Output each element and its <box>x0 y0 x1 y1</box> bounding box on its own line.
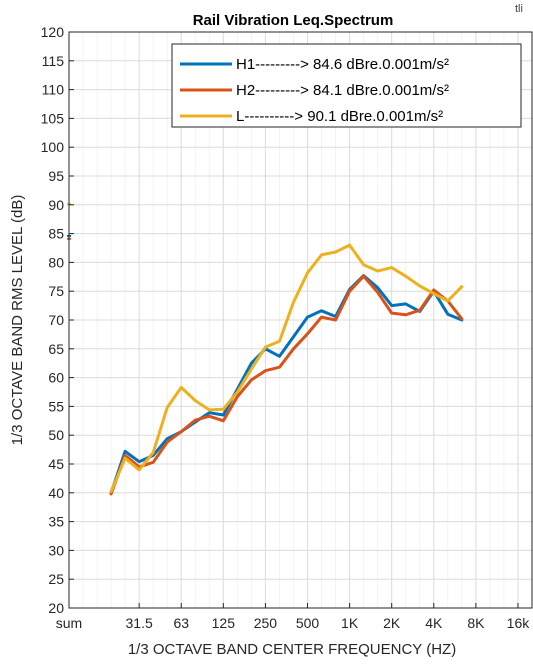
y-tick-label: 30 <box>48 542 64 558</box>
y-tick-label: 75 <box>48 283 64 299</box>
y-tick-label: 85 <box>48 226 64 242</box>
x-tick-label: 250 <box>254 615 278 631</box>
y-tick-label: 40 <box>48 485 64 501</box>
x-axis-ticks: sum 31.5 63 125 250 500 1K 2K 4K 8K 16k <box>56 603 530 631</box>
x-tick-label: 16k <box>507 615 531 631</box>
y-tick-label: 25 <box>48 571 64 587</box>
chart-title: Rail Vibration Leq.Spectrum <box>193 12 394 29</box>
legend-label-1: H1---------> 84.6 dBre.0.001m/s² <box>236 56 449 73</box>
legend-label-2: H2---------> 84.1 dBre.0.001m/s² <box>236 82 449 99</box>
y-tick-label: 105 <box>41 110 65 126</box>
corner-label: tli <box>515 3 523 15</box>
y-tick-label: 80 <box>48 254 64 270</box>
legend: H1---------> 84.6 dBre.0.001m/s² H2------… <box>171 43 522 128</box>
y-tick-label: 115 <box>42 53 65 69</box>
y-tick-label: 90 <box>48 197 64 213</box>
x-tick-label: sum <box>56 615 82 631</box>
y-tick-label: 35 <box>48 514 64 530</box>
y-tick-label: 70 <box>48 312 64 328</box>
x-tick-label: 31.5 <box>126 615 153 631</box>
legend-label-3: L----------> 90.1 dBre.0.001m/s² <box>236 108 443 125</box>
y-tick-label: 50 <box>48 427 64 443</box>
y-axis-ticks: 20 25 30 35 40 45 50 55 60 65 70 75 80 85 90 95 100 105 11… <box>41 24 74 616</box>
x-tick-label: 1K <box>341 615 359 631</box>
y-tick-label: 60 <box>48 370 64 386</box>
x-axis-label: 1/3 OCTAVE BAND CENTER FREQUENCY (HZ) <box>128 641 456 658</box>
series-line-1 <box>109 274 464 495</box>
y-tick-label: 95 <box>48 168 64 184</box>
series-line-3 <box>109 243 464 494</box>
x-tick-label: 63 <box>173 615 189 631</box>
x-tick-label: 500 <box>296 615 320 631</box>
y-axis-label: 1/3 OCTAVE BAND RMS LEVEL (dB) <box>9 195 26 446</box>
y-tick-label: 55 <box>48 398 64 414</box>
x-tick-label: 125 <box>212 615 236 631</box>
series-lines <box>109 243 464 496</box>
y-tick-label: 65 <box>48 341 64 357</box>
y-tick-label: 20 <box>48 600 64 616</box>
y-tick-label: 110 <box>42 82 65 98</box>
x-tick-label: 8K <box>467 615 485 631</box>
y-tick-label: 120 <box>41 24 65 40</box>
y-tick-label: 100 <box>41 139 65 155</box>
y-tick-label: 45 <box>48 456 64 472</box>
x-tick-label: 4K <box>425 615 443 631</box>
series-line-2 <box>109 274 464 496</box>
x-tick-label: 2K <box>383 615 401 631</box>
legend-box <box>171 43 522 128</box>
